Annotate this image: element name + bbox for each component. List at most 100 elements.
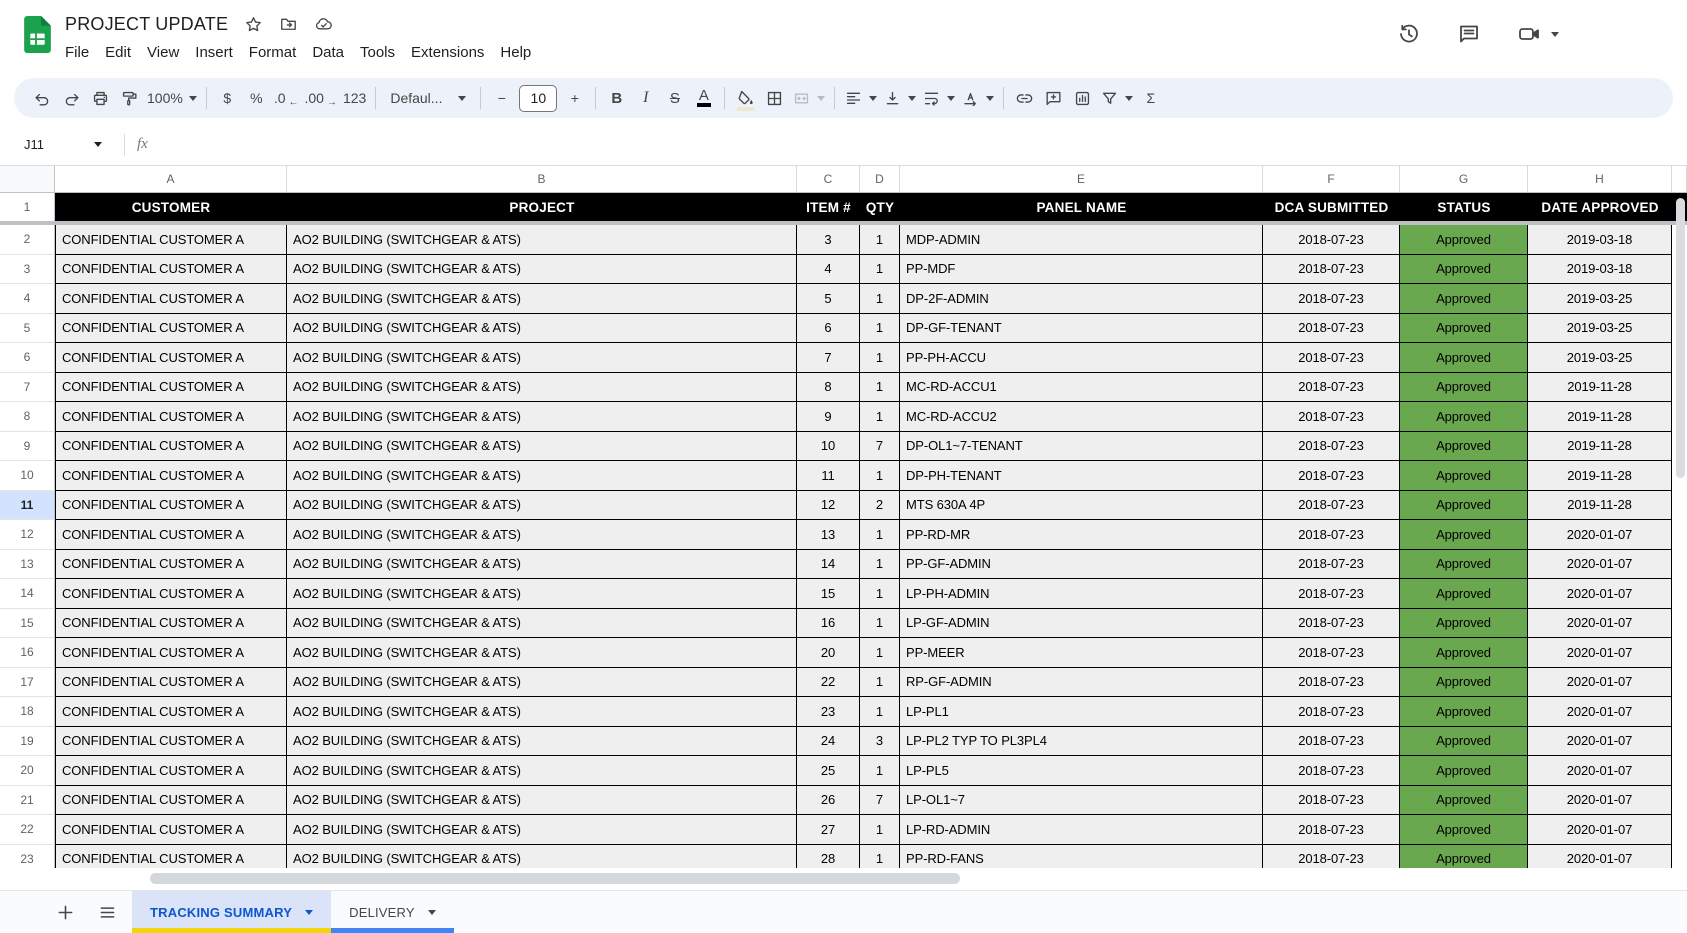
menu-edit[interactable]: Edit: [105, 44, 132, 61]
cell[interactable]: 2018-07-23: [1263, 284, 1400, 314]
cell[interactable]: PP-RD-FANS: [900, 844, 1263, 868]
cell[interactable]: CONFIDENTIAL CUSTOMER A: [55, 461, 287, 491]
cell[interactable]: Approved: [1400, 520, 1528, 550]
cell[interactable]: 2018-07-23: [1263, 608, 1400, 638]
borders-button[interactable]: [760, 83, 789, 113]
cell[interactable]: CONFIDENTIAL CUSTOMER A: [55, 284, 287, 314]
cell[interactable]: 1: [860, 402, 900, 432]
cell[interactable]: CONFIDENTIAL CUSTOMER A: [55, 667, 287, 697]
font-select-button[interactable]: Defaul...: [382, 83, 474, 113]
move-to-folder-icon[interactable]: [279, 15, 298, 34]
column-header-D[interactable]: D: [860, 166, 900, 192]
cell[interactable]: Approved: [1400, 225, 1528, 255]
cell[interactable]: PP-MEER: [900, 638, 1263, 668]
italic-button[interactable]: I: [631, 83, 660, 113]
cell[interactable]: AO2 BUILDING (SWITCHGEAR & ATS): [287, 402, 797, 432]
text-rotation-button[interactable]: [958, 83, 997, 113]
cell[interactable]: Approved: [1400, 785, 1528, 815]
cell[interactable]: Approved: [1400, 313, 1528, 343]
cell[interactable]: 16: [797, 608, 860, 638]
cell[interactable]: 2020-01-07: [1528, 667, 1672, 697]
cell[interactable]: CONFIDENTIAL CUSTOMER A: [55, 608, 287, 638]
row-header-19[interactable]: 19: [0, 726, 55, 756]
cell[interactable]: CONFIDENTIAL CUSTOMER A: [55, 372, 287, 402]
cell[interactable]: 26: [797, 785, 860, 815]
cell[interactable]: 2018-07-23: [1263, 697, 1400, 727]
cell[interactable]: 2018-07-23: [1263, 844, 1400, 868]
cell[interactable]: AO2 BUILDING (SWITCHGEAR & ATS): [287, 461, 797, 491]
cell[interactable]: Approved: [1400, 697, 1528, 727]
cell[interactable]: DCA SUBMITTED: [1274, 199, 1389, 215]
cell[interactable]: Approved: [1400, 579, 1528, 609]
column-header-C[interactable]: C: [797, 166, 860, 192]
cell[interactable]: 1: [860, 844, 900, 868]
cell[interactable]: CONFIDENTIAL CUSTOMER A: [55, 697, 287, 727]
cell[interactable]: 2018-07-23: [1263, 402, 1400, 432]
cell[interactable]: AO2 BUILDING (SWITCHGEAR & ATS): [287, 490, 797, 520]
cell[interactable]: 2020-01-07: [1528, 815, 1672, 845]
cell[interactable]: 20: [797, 638, 860, 668]
row-header-9[interactable]: 9: [0, 431, 55, 461]
tab-tracking-summary[interactable]: TRACKING SUMMARY: [132, 891, 332, 933]
cell[interactable]: 13: [797, 520, 860, 550]
cell[interactable]: 1: [860, 520, 900, 550]
cell[interactable]: LP-RD-ADMIN: [900, 815, 1263, 845]
row-header-18[interactable]: 18: [0, 697, 55, 727]
increase-decimal-places-button[interactable]: .00 →: [302, 83, 340, 113]
cell[interactable]: 2018-07-23: [1263, 549, 1400, 579]
zoom-select-button[interactable]: 100%: [144, 83, 200, 113]
cell[interactable]: 3: [860, 726, 900, 756]
cell[interactable]: 2018-07-23: [1263, 726, 1400, 756]
cell[interactable]: LP-PH-ADMIN: [900, 579, 1263, 609]
cell[interactable]: 7: [860, 431, 900, 461]
menu-file[interactable]: File: [65, 44, 90, 61]
cell[interactable]: AO2 BUILDING (SWITCHGEAR & ATS): [287, 638, 797, 668]
cell[interactable]: AO2 BUILDING (SWITCHGEAR & ATS): [287, 343, 797, 373]
cell[interactable]: AO2 BUILDING (SWITCHGEAR & ATS): [287, 549, 797, 579]
strikethrough-button[interactable]: S: [660, 83, 689, 113]
cell[interactable]: 1: [860, 284, 900, 314]
cell[interactable]: 2018-07-23: [1263, 667, 1400, 697]
cell[interactable]: 12: [797, 490, 860, 520]
redo-button[interactable]: [57, 83, 86, 113]
cell[interactable]: 2019-11-28: [1528, 461, 1672, 491]
cell[interactable]: STATUS: [1437, 199, 1491, 215]
menu-format[interactable]: Format: [248, 44, 297, 61]
row-header-10[interactable]: 10: [0, 461, 55, 491]
cell[interactable]: 24: [797, 726, 860, 756]
cell[interactable]: PROJECT: [509, 199, 575, 215]
cell[interactable]: AO2 BUILDING (SWITCHGEAR & ATS): [287, 431, 797, 461]
cell[interactable]: CONFIDENTIAL CUSTOMER A: [55, 638, 287, 668]
cell[interactable]: CONFIDENTIAL CUSTOMER A: [55, 343, 287, 373]
bold-button[interactable]: B: [602, 83, 631, 113]
row-header-13[interactable]: 13: [0, 549, 55, 579]
cell[interactable]: 2018-07-23: [1263, 490, 1400, 520]
text-color-button[interactable]: A: [689, 83, 718, 113]
cell[interactable]: AO2 BUILDING (SWITCHGEAR & ATS): [287, 608, 797, 638]
cell[interactable]: Approved: [1400, 608, 1528, 638]
cell[interactable]: Approved: [1400, 844, 1528, 868]
fill-color-button[interactable]: [731, 83, 760, 113]
cell[interactable]: CONFIDENTIAL CUSTOMER A: [55, 402, 287, 432]
cell[interactable]: Approved: [1400, 756, 1528, 786]
row-header-20[interactable]: 20: [0, 756, 55, 786]
column-header-G[interactable]: G: [1400, 166, 1528, 192]
cell[interactable]: Approved: [1400, 726, 1528, 756]
cell[interactable]: MC-RD-ACCU1: [900, 372, 1263, 402]
cell[interactable]: 2018-07-23: [1263, 579, 1400, 609]
cell[interactable]: 5: [797, 284, 860, 314]
vertical-align-button[interactable]: [880, 83, 919, 113]
cell[interactable]: CONFIDENTIAL CUSTOMER A: [55, 520, 287, 550]
row-header-23[interactable]: 23: [0, 844, 55, 868]
cell[interactable]: 1: [860, 313, 900, 343]
cell[interactable]: 2019-03-25: [1528, 313, 1672, 343]
row-header-12[interactable]: 12: [0, 520, 55, 550]
cell[interactable]: Approved: [1400, 284, 1528, 314]
all-sheets-button[interactable]: [90, 895, 124, 929]
menu-help[interactable]: Help: [500, 44, 532, 61]
decrease-font-size-button[interactable]: −: [487, 83, 516, 113]
cell[interactable]: 2019-03-18: [1528, 225, 1672, 255]
row-header-4[interactable]: 4: [0, 284, 55, 314]
comments-icon[interactable]: [1457, 22, 1481, 46]
row-header-21[interactable]: 21: [0, 785, 55, 815]
